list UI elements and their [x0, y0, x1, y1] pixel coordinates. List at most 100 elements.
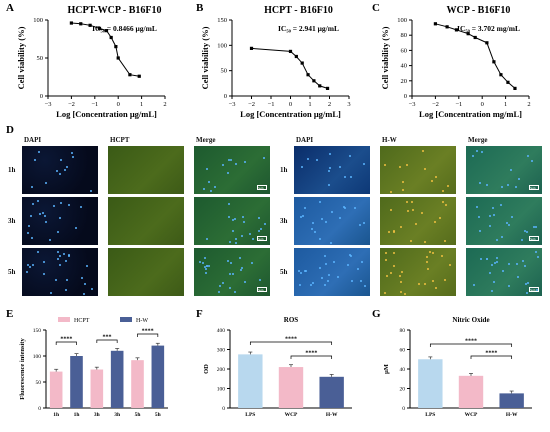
cell-dot	[347, 264, 350, 267]
cell-dot	[328, 167, 331, 170]
column-label: DAPI	[24, 136, 42, 144]
cell-dot	[57, 251, 60, 254]
cell-dot	[401, 270, 404, 273]
y-axis-label: Cell viability (%)	[200, 26, 210, 89]
cell-dot	[385, 258, 388, 261]
cell-dot	[311, 281, 314, 284]
cell-dot	[390, 190, 393, 193]
category-label: 3h	[94, 412, 100, 418]
y-tick-label: 20	[400, 387, 406, 393]
y-tick-label: 40	[400, 367, 406, 373]
data-point	[513, 86, 517, 90]
y-tick-label: 0	[402, 406, 405, 412]
cell-dot	[307, 158, 310, 161]
data-point	[249, 46, 254, 50]
cell-dot	[406, 201, 409, 204]
cell-dot	[45, 181, 48, 184]
cell-dot	[258, 230, 260, 233]
cell-dot	[478, 216, 481, 219]
cell-dot	[415, 223, 418, 226]
cell-dot	[388, 231, 391, 234]
cell-dot	[404, 292, 407, 295]
x-axis-label: Log [Concentration μg/mL]	[240, 109, 341, 119]
cell-dot	[494, 261, 497, 264]
cell-dot	[204, 265, 207, 268]
cell-dot	[44, 215, 47, 218]
column-label: Merge	[196, 136, 216, 144]
panel-letter-f: F	[196, 308, 203, 320]
cell-dot	[361, 260, 364, 263]
cell-dot	[304, 269, 307, 272]
cell-dot	[264, 223, 267, 226]
row-label: 1h	[8, 166, 16, 174]
cell-dot	[86, 265, 89, 268]
y-axis-label: μM	[383, 364, 390, 374]
cell-dot	[492, 214, 495, 217]
cell-dot	[356, 268, 359, 271]
legend-swatch	[120, 317, 132, 322]
cell-dot	[68, 203, 71, 206]
panel-letter-b: B	[196, 2, 204, 14]
cell-dot	[227, 203, 230, 206]
cell-dot	[318, 238, 321, 241]
data-point	[137, 74, 141, 78]
cell-dot	[229, 272, 232, 275]
cell-dot	[29, 265, 32, 268]
bar	[151, 345, 165, 408]
cell-dot	[410, 201, 413, 204]
cell-dot	[330, 210, 333, 213]
cell-dot	[208, 264, 210, 267]
y-tick-label: 0	[38, 406, 41, 412]
cell-dot	[526, 231, 529, 234]
x-tick-label: −1	[91, 101, 98, 108]
cell-dot	[258, 279, 261, 282]
x-tick-label: 2	[527, 101, 530, 108]
cell-dot	[315, 158, 318, 161]
cell-dot	[425, 256, 428, 258]
cell-dot	[525, 282, 528, 285]
micrograph-right-3h-0	[294, 197, 370, 245]
y-tick-label: 40	[401, 63, 408, 70]
cell-dot	[201, 261, 204, 264]
chart-title: Nitric Oxide	[452, 316, 489, 324]
ic50-annotation: IC₅₀ = 3.702 mg/mL	[457, 24, 520, 33]
cell-dot	[249, 232, 252, 235]
cell-dot	[493, 280, 496, 283]
category-label: H-W	[326, 412, 338, 418]
y-tick-label: 0	[222, 406, 225, 412]
category-label: 5h	[135, 412, 141, 418]
chart-b: HCPT - B16F10 −3 −2 −1 0 1 2 3 0 50 100 150 Log [Con…	[200, 5, 351, 119]
cell-dot	[42, 261, 45, 264]
cell-dot	[204, 268, 207, 271]
cell-dot	[33, 159, 36, 162]
micrograph-right-3h-1	[380, 197, 456, 245]
cell-dot	[59, 172, 62, 175]
cell-dot	[495, 257, 498, 260]
cell-dot	[228, 158, 231, 161]
data-point	[325, 86, 330, 90]
cell-dot	[229, 261, 232, 264]
cell-dot	[49, 292, 52, 295]
cell-dot	[321, 217, 324, 220]
fit-curve	[435, 23, 516, 89]
cell-dot	[231, 273, 234, 276]
cell-dot	[349, 176, 352, 179]
chart-f: ROS 0 100 200 300 400 OD LPS WCP H-W **** ****	[203, 316, 352, 418]
cell-dot	[418, 282, 421, 285]
cell-dot	[444, 278, 447, 281]
cell-dot	[48, 239, 51, 242]
cell-dot	[57, 257, 60, 260]
cell-dot	[59, 202, 62, 205]
cell-dot	[530, 160, 533, 163]
cell-dot	[325, 221, 328, 224]
cell-dot	[399, 274, 402, 277]
y-tick-label: 100	[397, 17, 407, 24]
cell-dot	[299, 284, 302, 287]
panel-letter-c: C	[372, 2, 380, 14]
cell-dot	[59, 158, 62, 161]
micrograph-left-5h-0	[22, 248, 98, 296]
cell-dot	[203, 187, 206, 190]
cell-dot	[327, 169, 330, 172]
cell-dot	[362, 162, 365, 165]
category-label: WCP	[285, 412, 298, 418]
